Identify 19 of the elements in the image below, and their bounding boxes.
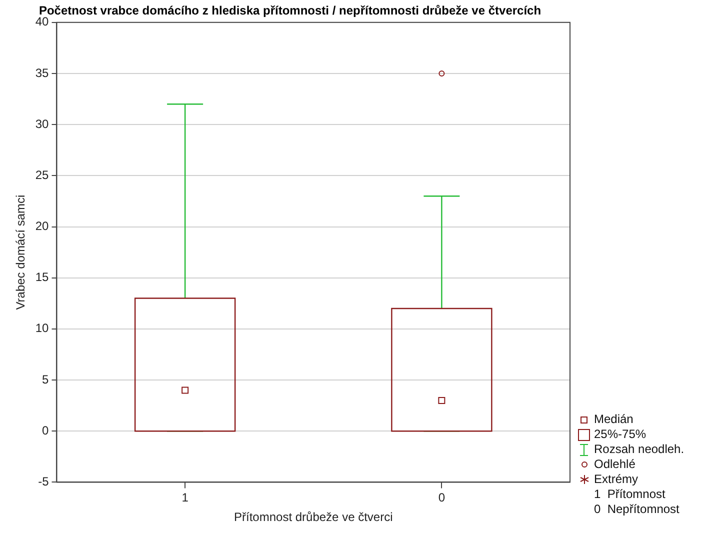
text: 1 Přítomnost — [594, 487, 666, 502]
text: 25%-75% — [594, 427, 646, 442]
y-tick-label: 35 — [35, 66, 50, 80]
y-tick-label: 30 — [35, 116, 50, 131]
x-axis-title: Přítomnost drůbeže ve čtverci — [234, 510, 393, 524]
text: Rozsah neodleh. — [594, 442, 684, 457]
y-tick-label: 0 — [42, 423, 50, 438]
x-tick-label: 1 — [182, 490, 189, 505]
y-tick-label: 25 — [35, 168, 50, 182]
y-tick-label: 15 — [35, 270, 50, 284]
text: Extrémy — [594, 472, 638, 487]
y-tick-label: 5 — [42, 372, 50, 386]
text: 0 Nepřítomnost — [594, 502, 680, 517]
y-tick-label: 20 — [35, 219, 50, 234]
text: Medián — [594, 412, 634, 427]
y-axis-title: Vrabec domácí samci — [14, 194, 28, 310]
text: Odlehlé — [594, 457, 636, 472]
y-tick-label: -5 — [38, 474, 50, 489]
y-tick-label: 10 — [35, 321, 50, 336]
